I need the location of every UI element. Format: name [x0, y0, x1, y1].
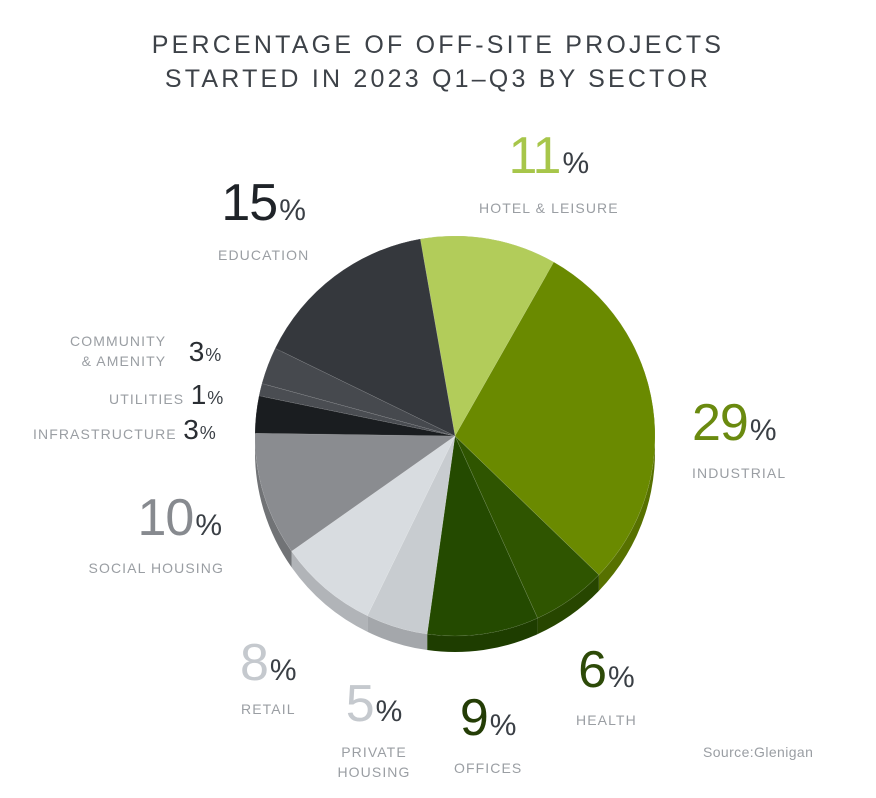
label-offices: 9% OFFICES	[454, 689, 523, 776]
pie-slice-retail	[291, 435, 456, 617]
source-note: Source:Glenigan	[703, 744, 814, 760]
name-health: HEALTH	[576, 712, 637, 728]
value-offices: 9	[459, 689, 489, 747]
label-private-housing: 5% PRIVATE HOUSING	[334, 678, 414, 782]
label-retail: 8% RETAIL	[240, 634, 297, 717]
pie-slice-side	[291, 551, 368, 632]
name-community-line2: & AMENITY	[81, 353, 167, 369]
pie-slice-side	[537, 574, 599, 635]
value-retail: 8	[240, 634, 269, 692]
value-hotel-leisure: 11	[508, 127, 562, 185]
pie-slice-side	[427, 618, 538, 652]
pie-slice-side	[367, 615, 428, 651]
chart-title-line2: STARTED IN 2023 Q1–Q3 BY SECTOR	[164, 65, 712, 93]
name-community-line1: COMMUNITY	[70, 333, 167, 349]
label-hotel-leisure: 11% HOTEL & LEISURE	[479, 127, 619, 216]
value-community-amenity: 3	[188, 336, 205, 368]
chart-title: PERCENTAGE OF OFF-SITE PROJECTS STARTED …	[0, 28, 876, 96]
pie-slice-health	[454, 435, 600, 619]
name-private-line1: PRIVATE	[341, 744, 407, 760]
name-utilities: UTILITIES	[109, 391, 185, 407]
pie-slice-social-housing	[254, 432, 456, 552]
label-health: 6% HEALTH	[576, 641, 637, 728]
value-infrastructure: 3	[183, 414, 199, 445]
pie-slice-infrastructure	[254, 395, 456, 437]
pie-slice-education	[274, 238, 456, 437]
pie-slice-industrial	[454, 261, 656, 576]
name-retail: RETAIL	[241, 701, 296, 717]
pie-slice-hotel-leisure	[419, 235, 555, 437]
pie-slice-private-housing	[366, 435, 456, 635]
label-education: 15% EDUCATION	[218, 174, 310, 263]
label-industrial: 29% INDUSTRIAL	[692, 394, 787, 481]
pie-slice-side	[255, 433, 292, 568]
value-utilities: 1	[190, 379, 207, 410]
name-private-line2: HOUSING	[337, 764, 411, 780]
pie-slice-utilities	[258, 383, 456, 437]
pie-slice-community-amenity	[261, 347, 456, 437]
name-hotel-leisure: HOTEL & LEISURE	[479, 200, 619, 216]
name-offices: OFFICES	[454, 760, 523, 776]
label-social-housing: 10% SOCIAL HOUSING	[84, 492, 224, 578]
label-infrastructure: INFRASTRUCTURE 3%	[33, 414, 216, 445]
name-industrial: INDUSTRIAL	[692, 465, 787, 481]
label-utilities: UTILITIES 1%	[109, 379, 224, 410]
value-private-housing: 5	[345, 675, 375, 733]
value-health: 6	[578, 641, 607, 699]
chart-title-line1: PERCENTAGE OF OFF-SITE PROJECTS	[151, 31, 725, 59]
value-industrial: 29	[692, 394, 749, 452]
label-community-amenity: COMMUNITY & AMENITY 3%	[70, 333, 222, 369]
value-education: 15	[221, 174, 278, 232]
name-education: EDUCATION	[218, 247, 310, 263]
value-social-housing: 10	[137, 489, 194, 547]
pie-slice-offices	[426, 434, 539, 637]
name-infrastructure: INFRASTRUCTURE	[33, 426, 177, 442]
name-social-housing: SOCIAL HOUSING	[88, 560, 224, 576]
